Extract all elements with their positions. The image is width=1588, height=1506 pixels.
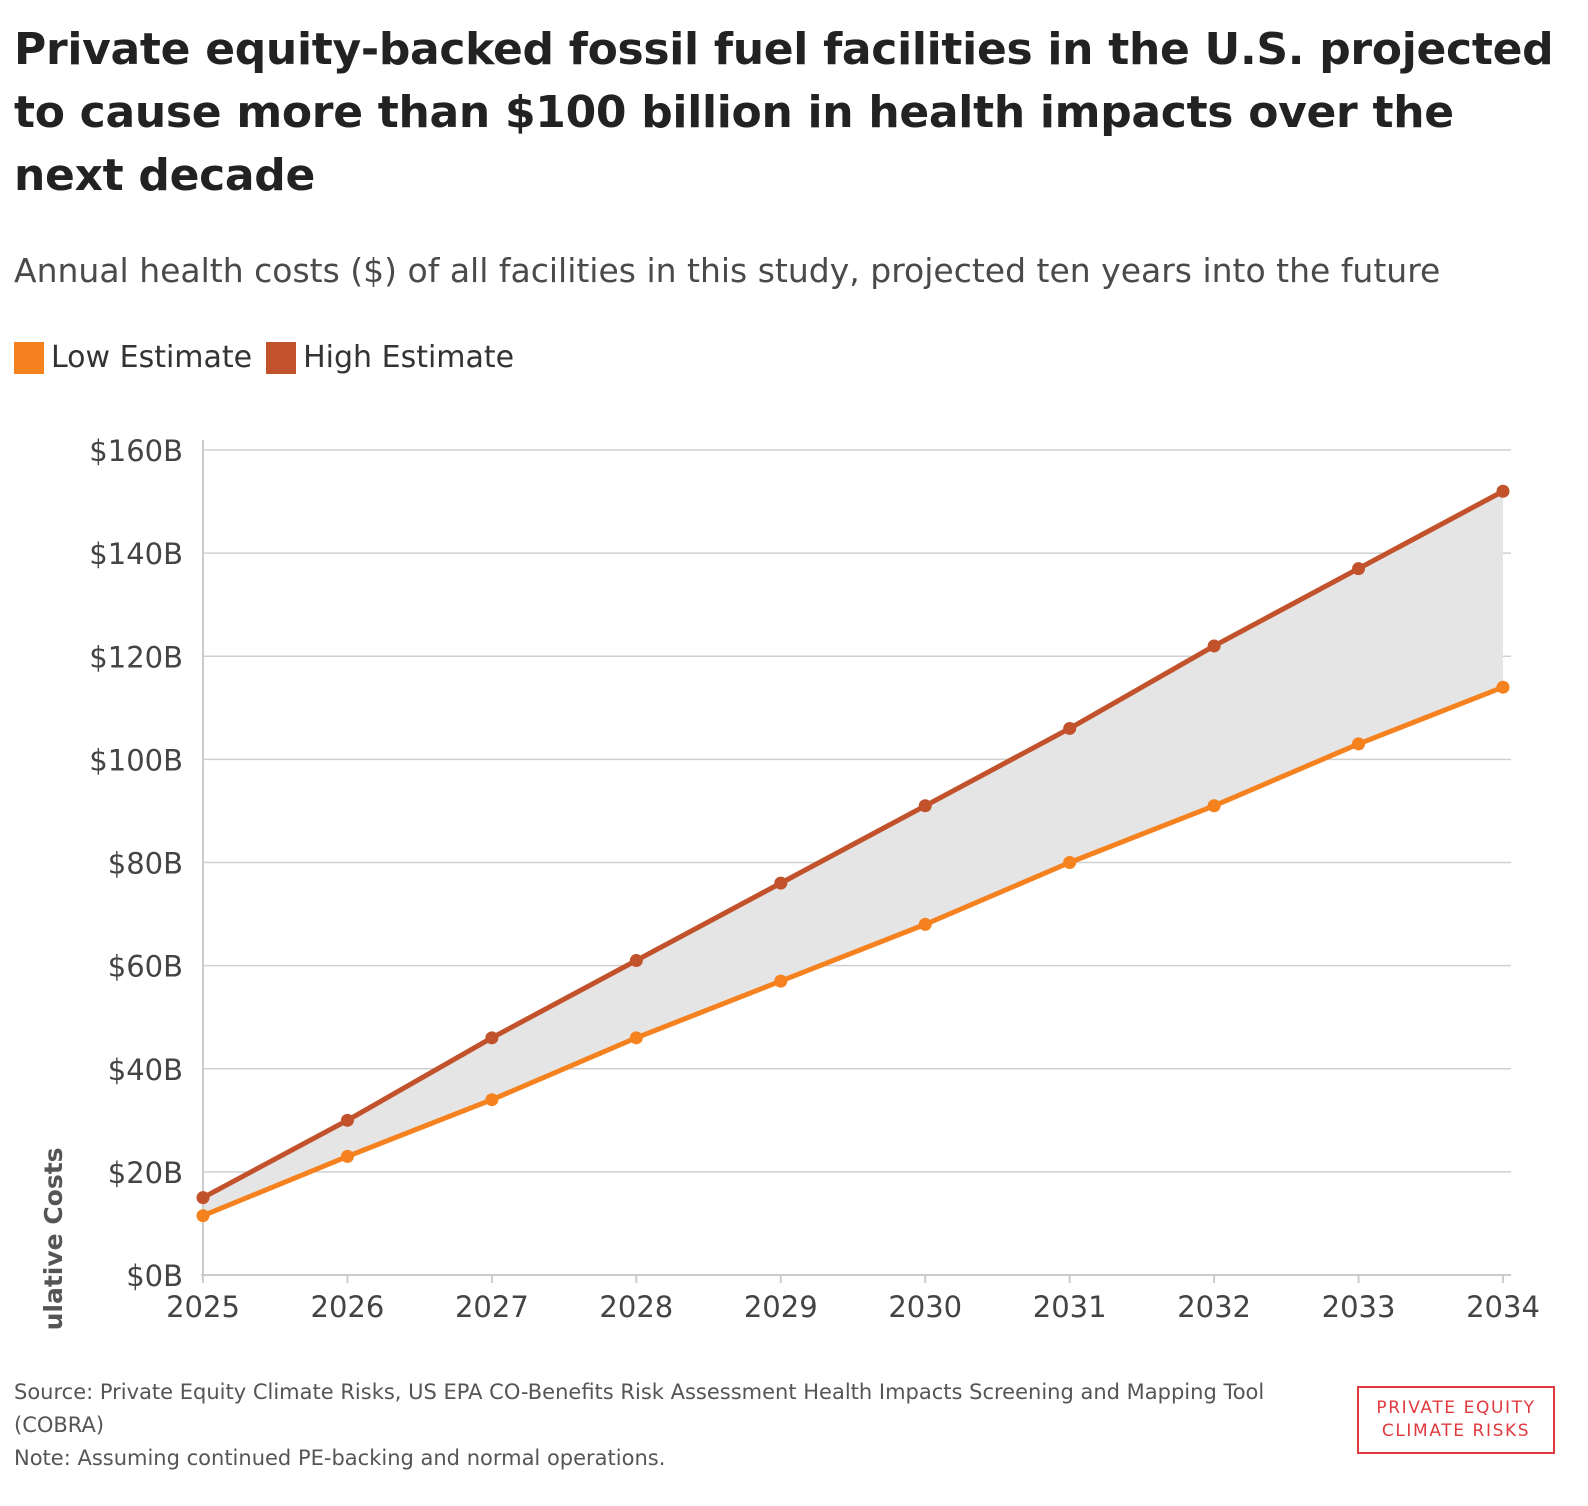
- data-point-high: [1207, 639, 1221, 653]
- axes: [201, 440, 1511, 1283]
- legend-label-low: Low Estimate: [51, 340, 253, 375]
- logo-line-1: PRIVATE EQUITY: [1376, 1398, 1536, 1418]
- data-point-low: [1352, 737, 1366, 751]
- x-tick-label: 2029: [744, 1290, 818, 1324]
- data-point-low: [918, 917, 932, 931]
- brand-logo[interactable]: PRIVATE EQUITY CLIMATE RISKS: [1357, 1386, 1555, 1454]
- footer: Source: Private Equity Climate Risks, US…: [14, 1376, 1344, 1475]
- data-point-low: [629, 1031, 643, 1045]
- x-tick-label: 2034: [1466, 1290, 1540, 1324]
- y-axis-label: Cumulative Costs: [39, 1147, 68, 1330]
- y-tick-label: $120B: [89, 640, 183, 674]
- data-point-high: [774, 876, 788, 890]
- data-point-high: [1496, 484, 1510, 498]
- data-point-low: [1207, 799, 1221, 813]
- estimate-range-band: [203, 491, 1503, 1216]
- y-tick-label: $40B: [108, 1053, 183, 1087]
- x-tick-label: 2027: [455, 1290, 529, 1324]
- legend-swatch-high: [266, 341, 297, 374]
- data-point-high: [340, 1113, 354, 1127]
- chart-subtitle: Annual health costs ($) of all facilitie…: [14, 251, 1441, 290]
- tick-labels: $0B $20B $40B $60B $80B $100B $120B $140B $160B 2…: [89, 434, 1540, 1324]
- x-tick-label: 2028: [599, 1290, 673, 1324]
- y-tick-label: $0B: [126, 1259, 183, 1293]
- data-point-high: [485, 1031, 499, 1045]
- y-tick-label: $160B: [89, 434, 183, 468]
- data-point-high: [629, 953, 643, 967]
- series-line-low: [200, 684, 1506, 1219]
- series-line-high: [200, 488, 1506, 1201]
- data-point-high: [196, 1191, 210, 1205]
- chart-title: Private equity-backed fossil fuel facili…: [14, 24, 1554, 201]
- data-point-high: [918, 799, 932, 813]
- data-point-low: [196, 1209, 210, 1223]
- legend-item-low[interactable]: Low Estimate: [14, 340, 252, 375]
- x-tick-label: 2031: [1033, 1290, 1107, 1324]
- x-tick-label: 2032: [1177, 1290, 1251, 1324]
- data-point-high: [1063, 721, 1077, 735]
- data-point-high: [1352, 562, 1366, 576]
- legend-swatch-low: [14, 341, 44, 374]
- source-note: Source: Private Equity Climate Risks, US…: [14, 1380, 1265, 1437]
- data-point-low: [340, 1149, 354, 1163]
- x-tick-label: 2033: [1322, 1290, 1396, 1324]
- legend-item-high[interactable]: High Estimate: [266, 340, 514, 375]
- y-tick-label: $140B: [89, 537, 183, 571]
- y-tick-label: $60B: [108, 950, 183, 984]
- y-tick-label: $80B: [108, 847, 183, 881]
- assumption-note: Note: Assuming continued PE-backing and …: [14, 1446, 666, 1470]
- legend: Low Estimate High Estimate: [14, 340, 528, 375]
- data-point-low: [1063, 856, 1077, 869]
- x-tick-label: 2025: [166, 1290, 240, 1324]
- y-tick-label: $20B: [108, 1156, 183, 1190]
- data-point-low: [485, 1093, 499, 1107]
- data-point-low: [1496, 680, 1510, 694]
- x-tick-label: 2030: [888, 1290, 962, 1324]
- line-chart: $0B $20B $40B $60B $80B $100B $120B $140B $160B 2…: [39, 434, 1540, 1330]
- series: [196, 484, 1510, 1223]
- legend-label-high: High Estimate: [303, 340, 515, 375]
- y-tick-label: $100B: [89, 743, 183, 777]
- x-tick-label: 2026: [311, 1290, 385, 1324]
- gridlines: [203, 449, 1511, 1173]
- logo-line-2: CLIMATE RISKS: [1381, 1421, 1531, 1441]
- data-point-low: [774, 974, 788, 988]
